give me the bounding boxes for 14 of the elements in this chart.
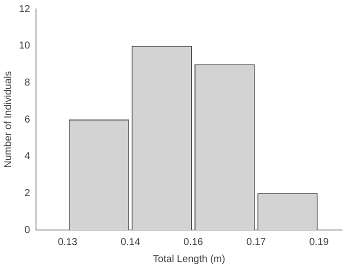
y-tick-label: 2: [24, 188, 31, 199]
y-tick-label: 10: [19, 40, 31, 52]
y-tick-label: 12: [19, 4, 31, 15]
y-tick-label: 6: [24, 114, 31, 126]
y-tick-label: 4: [24, 151, 31, 162]
y-axis-title: Number of Individuals: [2, 71, 14, 168]
y-tick-label: 8: [24, 77, 31, 88]
x-tick-label: 0.19: [309, 236, 330, 248]
x-tick-label: 0.17: [246, 236, 266, 248]
x-axis-title: Total Length (m): [152, 254, 226, 265]
x-tick-label: 0.16: [184, 236, 204, 248]
y-tick-label: 0: [24, 224, 31, 236]
x-tick-label: 0.13: [58, 236, 78, 248]
x-tick-label: 0.14: [120, 236, 141, 248]
